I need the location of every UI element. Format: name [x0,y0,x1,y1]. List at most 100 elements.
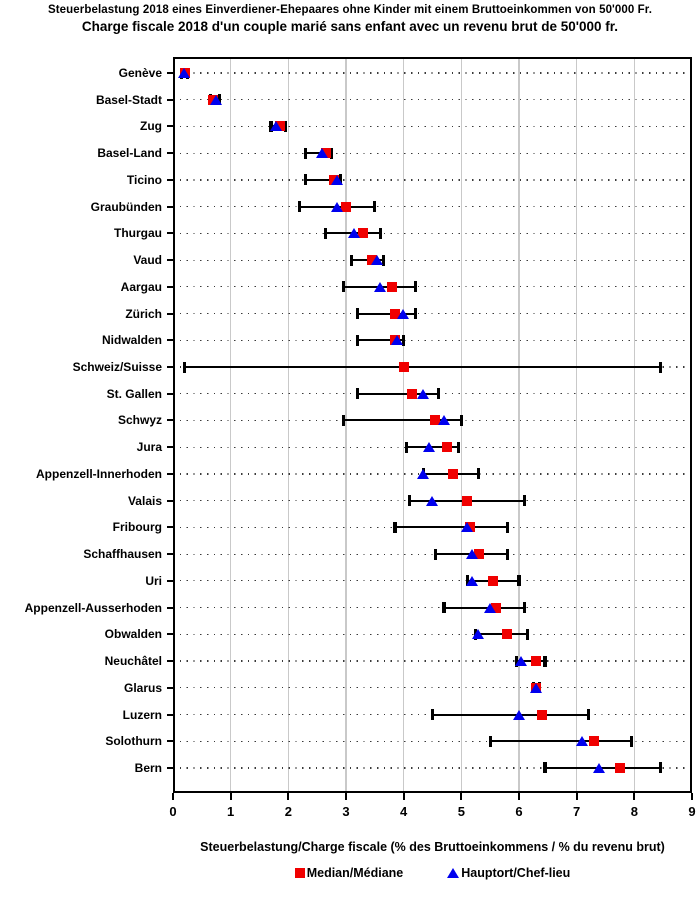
y-axis-tick [167,633,173,636]
y-axis-tick [167,526,173,529]
row-dotted-line [173,152,692,154]
y-axis-tick [167,686,173,689]
range-max-cap [526,628,530,640]
gridline [402,57,405,793]
hauptort-marker [374,281,387,292]
gridline [575,57,578,793]
range-min-cap [393,521,397,533]
y-axis-label: Vaud [133,253,162,268]
hauptort-marker [575,736,588,747]
x-tick-label: 5 [457,804,465,819]
y-axis-label: Zug [140,119,162,134]
median-marker [398,362,409,373]
median-marker [447,468,458,479]
y-axis-label: Genève [118,66,162,80]
range-max-cap [379,227,383,239]
y-axis-tick [167,499,173,502]
row-dotted-line [173,72,692,74]
median-marker [390,308,401,319]
range-max-cap [543,655,547,667]
row-dotted-line [173,232,692,234]
hauptort-marker [529,682,542,693]
range-bar [490,740,632,743]
y-axis-label: Obwalden [104,627,162,642]
y-axis-tick [167,446,173,449]
range-bar [305,178,341,181]
median-marker [537,709,548,720]
y-axis-label: Neuchâtel [104,654,162,669]
range-min-cap [433,548,437,560]
hauptort-marker [472,629,485,640]
hauptort-marker [417,388,430,399]
y-axis-label: St. Gallen [106,386,162,401]
hauptort-marker [466,549,479,560]
y-axis-label: Zürich [125,306,162,321]
range-max-cap [523,495,527,507]
range-min-cap [442,602,446,614]
range-min-cap [407,495,412,507]
range-max-cap [658,762,662,774]
range-bar [475,633,528,636]
range-min-cap [543,762,547,774]
row-dotted-line [173,740,692,742]
y-axis-tick [167,339,173,342]
y-axis-tick [167,660,173,663]
x-axis-title: Steuerbelastung/Charge fiscale (% des Br… [200,840,665,854]
y-axis-label: Uri [145,573,162,588]
median-marker [614,762,625,773]
gridline [287,57,290,793]
gridline [633,57,636,793]
hauptort-marker [466,575,479,586]
range-min-cap [350,254,354,266]
hauptort-marker [391,335,404,346]
y-axis-label: Basel-Land [97,146,162,161]
y-axis-tick [167,713,173,716]
y-axis-tick [167,606,173,609]
hauptort-marker [371,255,384,266]
median-marker [387,281,398,292]
x-axis-tick [287,793,290,800]
range-max-cap [505,548,510,560]
median-marker [531,656,542,667]
x-axis-tick [575,793,578,800]
range-bar [357,392,439,395]
hauptort-marker [330,201,343,212]
y-axis-label: Appenzell-Ausserhoden [24,600,162,615]
y-axis-label: Thurgau [114,226,162,241]
x-tick-label: 9 [688,804,696,819]
median-marker [341,201,351,212]
row-dotted-line [173,687,692,689]
range-min-cap [355,334,360,346]
range-min-cap [355,388,360,400]
range-max-cap [329,147,334,159]
y-axis-label: Aargau [120,279,162,294]
range-bar [395,526,508,529]
y-axis-label: Appenzell-Innerhoden [36,466,162,481]
y-axis-label: Solothurn [105,734,162,749]
row-dotted-line [173,179,692,181]
legend-label-median: Median/Médiane [306,866,404,880]
range-max-cap [477,468,481,480]
range-max-cap [402,334,406,346]
y-axis-label: Basel-Stadt [95,92,162,107]
y-axis-label: Graubünden [90,199,162,214]
range-min-cap [298,201,302,213]
range-min-cap [304,147,308,159]
range-max-cap [523,602,527,614]
range-max-cap [505,521,510,533]
plot-frame [173,57,692,793]
y-axis-tick [167,472,173,475]
row-dotted-line [173,259,692,261]
range-max-cap [436,388,440,400]
plot-area [173,57,692,793]
gridline [229,57,232,793]
median-marker [407,388,418,399]
y-axis-tick [167,766,173,769]
x-tick-label: 2 [284,804,292,819]
y-axis-label: Luzern [122,707,162,722]
x-axis-tick [229,793,232,800]
x-tick-label: 0 [169,804,177,819]
range-max-cap [459,414,463,426]
median-marker [441,442,452,453]
range-max-cap [629,735,634,747]
